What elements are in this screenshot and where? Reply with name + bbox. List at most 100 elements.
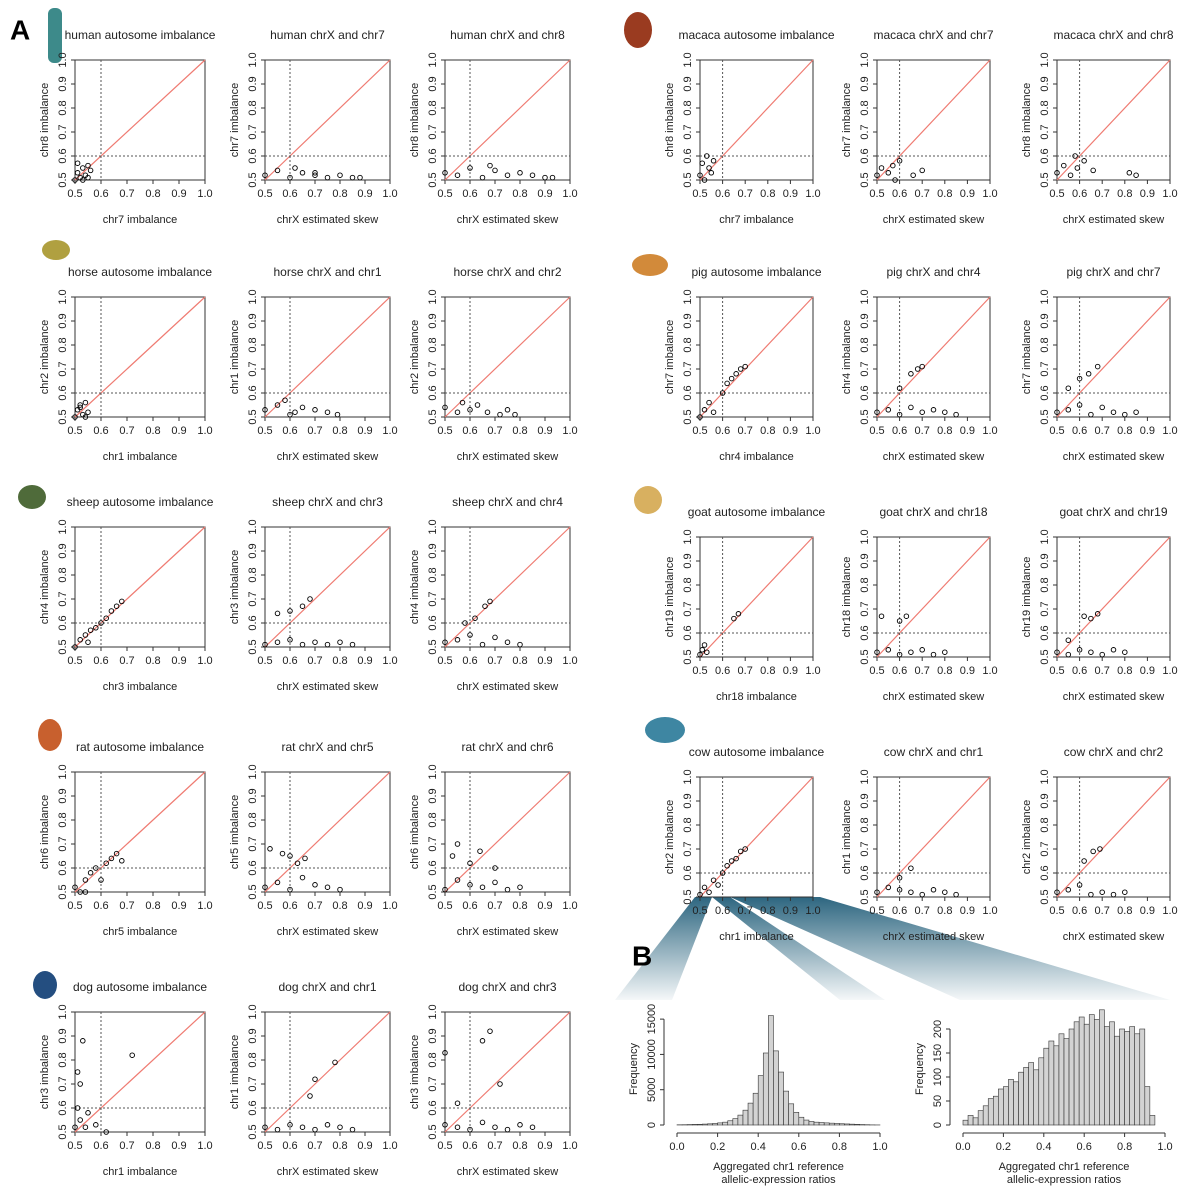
- point: [77, 637, 83, 643]
- point: [697, 414, 703, 420]
- point: [930, 407, 937, 413]
- y-axis-label: chr1 imbalance: [229, 320, 241, 395]
- y-tick-label: 0.9: [57, 313, 69, 328]
- x-tick-label: 0.5: [1049, 425, 1064, 437]
- point: [479, 884, 486, 890]
- x-tick-label: 0.2: [710, 1141, 725, 1153]
- point: [896, 651, 903, 658]
- x-tick-label: 0.7: [738, 665, 753, 677]
- x-tick-label: 0.8: [937, 905, 952, 917]
- y-tick-label: 0.7: [427, 836, 439, 851]
- x-axis-label: chrX estimated skew: [457, 451, 559, 463]
- y-tick-label: 0.9: [247, 543, 259, 558]
- point: [697, 651, 703, 658]
- bar: [1119, 1028, 1125, 1126]
- bar: [813, 1121, 820, 1126]
- y-tick-label: 0.5: [859, 172, 871, 187]
- point: [98, 620, 104, 626]
- point: [467, 165, 473, 171]
- bar: [707, 1123, 713, 1126]
- x-tick-label: 0.8: [332, 655, 347, 667]
- plot-frame: [74, 526, 206, 648]
- point: [517, 641, 523, 648]
- point: [282, 397, 288, 403]
- y-tick-label: 0.5: [1039, 172, 1051, 187]
- x-tick-label: 0.7: [307, 188, 322, 200]
- diagonal: [1056, 296, 1171, 418]
- point: [896, 887, 903, 893]
- point: [82, 414, 89, 420]
- x-tick-label: 0.7: [307, 655, 322, 667]
- x-axis-label: chr1 imbalance: [103, 451, 178, 463]
- point: [517, 884, 523, 890]
- x-tick-label: 1.0: [562, 188, 577, 200]
- point: [87, 870, 94, 876]
- point: [701, 177, 708, 183]
- point: [1090, 167, 1096, 174]
- point: [85, 639, 91, 645]
- point: [312, 1126, 318, 1133]
- x-tick-label: 0.8: [332, 900, 347, 912]
- x-tick-label: 1.0: [562, 1140, 577, 1152]
- point: [896, 411, 903, 418]
- chart-title: cow autosome imbalance: [689, 745, 825, 759]
- x-tick-label: 0.6: [791, 1141, 806, 1153]
- y-tick-label: 1.0: [427, 52, 439, 67]
- x-axis-label: chr3 imbalance: [103, 681, 178, 693]
- point: [467, 860, 473, 866]
- diagonal: [264, 296, 391, 418]
- y-tick-label: 0.9: [427, 543, 439, 558]
- bar: [977, 1110, 984, 1126]
- bar: [1028, 1062, 1035, 1126]
- point: [442, 639, 448, 645]
- x-tick-label: 0.4: [751, 1141, 766, 1153]
- y-tick-label: 0.7: [57, 836, 69, 851]
- y-tick-label: 0.9: [57, 76, 69, 91]
- y-tick-label: 0.8: [247, 100, 259, 115]
- x-tick-label: 0.9: [537, 188, 552, 200]
- x-tick-label: 0.8: [332, 425, 347, 437]
- x-tick-label: 0.6: [282, 188, 297, 200]
- bar: [691, 1124, 698, 1126]
- bar: [1043, 1047, 1050, 1126]
- x-tick-label: 0.6: [462, 655, 477, 667]
- x-tick-label: 1.0: [382, 1140, 397, 1152]
- y-tick-label: 0.9: [859, 76, 871, 91]
- point: [517, 170, 523, 176]
- y-axis-label: chr4 imbalance: [841, 320, 853, 395]
- x-tick-label: 0.6: [282, 655, 297, 667]
- y-tick-label: 0.9: [1039, 76, 1051, 91]
- chart-title: pig chrX and chr7: [1066, 265, 1160, 279]
- x-tick-label: 0.9: [171, 425, 186, 437]
- x-tick-label: 1.0: [562, 900, 577, 912]
- x-tick-label: 0.8: [145, 900, 160, 912]
- x-tick-label: 0.5: [67, 655, 82, 667]
- x-tick-label: 0.6: [892, 665, 907, 677]
- y-tick-label: 0.8: [57, 337, 69, 352]
- y-axis-label: chr8 imbalance: [664, 83, 676, 158]
- x-tick-label: 0.7: [119, 425, 134, 437]
- x-tick-label: 1.0: [982, 425, 997, 437]
- point: [697, 172, 703, 178]
- plot-frame: [74, 59, 206, 181]
- x-tick-label: 0.5: [437, 900, 452, 912]
- x-tick-label: 1.0: [1162, 425, 1177, 437]
- x-tick-label: 0.6: [892, 905, 907, 917]
- y-tick-label: 1.0: [682, 289, 694, 304]
- plot-frame: [444, 59, 571, 181]
- y-tick-label: 0.9: [682, 553, 694, 568]
- x-tick-label: 0.8: [760, 188, 775, 200]
- x-axis-label: chrX estimated skew: [277, 1166, 379, 1178]
- x-axis-label: chrX estimated skew: [1063, 214, 1165, 226]
- x-tick-label: 0.9: [537, 900, 552, 912]
- y-axis-label: chr2 imbalance: [39, 320, 51, 395]
- y-tick-label: 5000: [646, 1077, 658, 1101]
- point: [1094, 363, 1101, 370]
- bar: [1104, 1026, 1110, 1126]
- x-tick-label: 1.0: [197, 1140, 212, 1152]
- y-tick-label: 200: [932, 1020, 944, 1038]
- point: [472, 615, 478, 621]
- bar: [849, 1123, 855, 1126]
- plot-frame: [1056, 59, 1171, 181]
- y-tick-label: 0.7: [427, 591, 439, 606]
